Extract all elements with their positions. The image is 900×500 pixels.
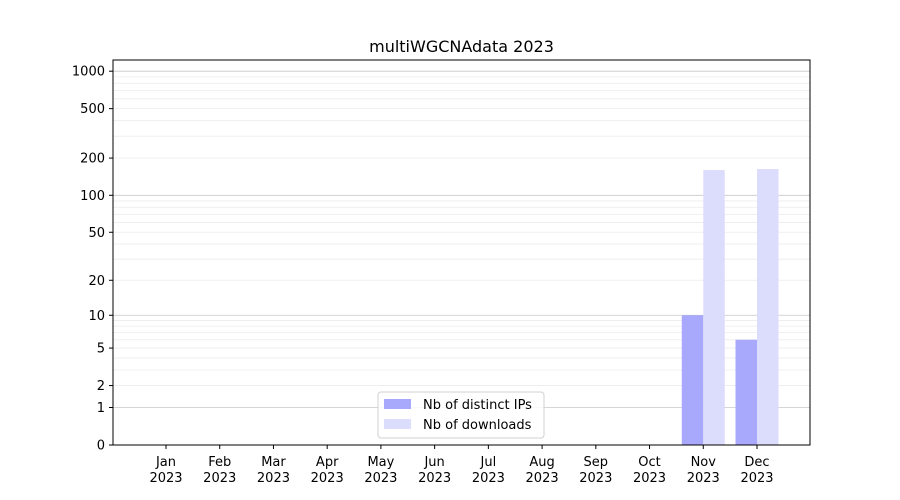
x-tick-label: 2023 bbox=[687, 471, 720, 486]
bar-ips bbox=[735, 339, 757, 445]
x-tick-label: 2023 bbox=[311, 471, 344, 486]
legend-swatch bbox=[384, 419, 411, 429]
x-tick-label: 2023 bbox=[203, 471, 236, 486]
x-tick-label: Dec bbox=[744, 455, 769, 470]
y-tick-label: 1 bbox=[97, 401, 105, 416]
legend-swatch bbox=[384, 399, 411, 409]
bar-downloads bbox=[757, 169, 779, 445]
x-tick-label: Aug bbox=[529, 455, 554, 470]
legend: Nb of distinct IPs Nb of downloads bbox=[377, 391, 545, 439]
chart-title: multiWGCNAdata 2023 bbox=[369, 37, 554, 56]
y-tick-label: 10 bbox=[88, 309, 105, 324]
x-tick-label: 2023 bbox=[364, 471, 397, 486]
x-tick-label: Oct bbox=[638, 455, 660, 470]
y-tick-label: 20 bbox=[88, 274, 105, 289]
plot-frame bbox=[112, 59, 811, 446]
x-tick-label: Feb bbox=[208, 455, 231, 470]
y-tick-label: 0 bbox=[97, 439, 105, 454]
x-tick-label: Sep bbox=[584, 455, 609, 470]
y-tick-label: 5 bbox=[97, 342, 105, 357]
x-tick-label: Jul bbox=[480, 455, 497, 470]
x-tick-label: Jun bbox=[423, 455, 444, 470]
y-tick-label: 100 bbox=[80, 189, 105, 204]
x-tick-label: 2023 bbox=[526, 471, 559, 486]
legend-label: Nb of distinct IPs bbox=[423, 398, 532, 413]
x-tick-label: Jan bbox=[155, 455, 176, 470]
y-tick-label: 200 bbox=[80, 152, 105, 167]
x-tick-label: 2023 bbox=[418, 471, 451, 486]
x-tick-label: 2023 bbox=[579, 471, 612, 486]
y-tick-label: 1000 bbox=[72, 65, 105, 80]
y-tick-label: 50 bbox=[88, 226, 105, 241]
x-tick-label: May bbox=[367, 455, 394, 470]
bar-downloads bbox=[703, 170, 725, 446]
y-tick-label: 2 bbox=[97, 379, 105, 394]
x-tick-label: 2023 bbox=[472, 471, 505, 486]
x-tick-label: Nov bbox=[691, 455, 717, 470]
bar-ips bbox=[681, 315, 704, 445]
x-tick-label: 2023 bbox=[633, 471, 666, 486]
x-tick-label: Apr bbox=[316, 455, 339, 470]
legend-label: Nb of downloads bbox=[423, 418, 532, 433]
x-tick-label: Mar bbox=[261, 455, 286, 470]
x-tick-label: 2023 bbox=[257, 471, 290, 486]
x-tick-label: 2023 bbox=[149, 471, 182, 486]
x-tick-label: 2023 bbox=[740, 471, 773, 486]
y-tick-label: 500 bbox=[80, 102, 105, 117]
